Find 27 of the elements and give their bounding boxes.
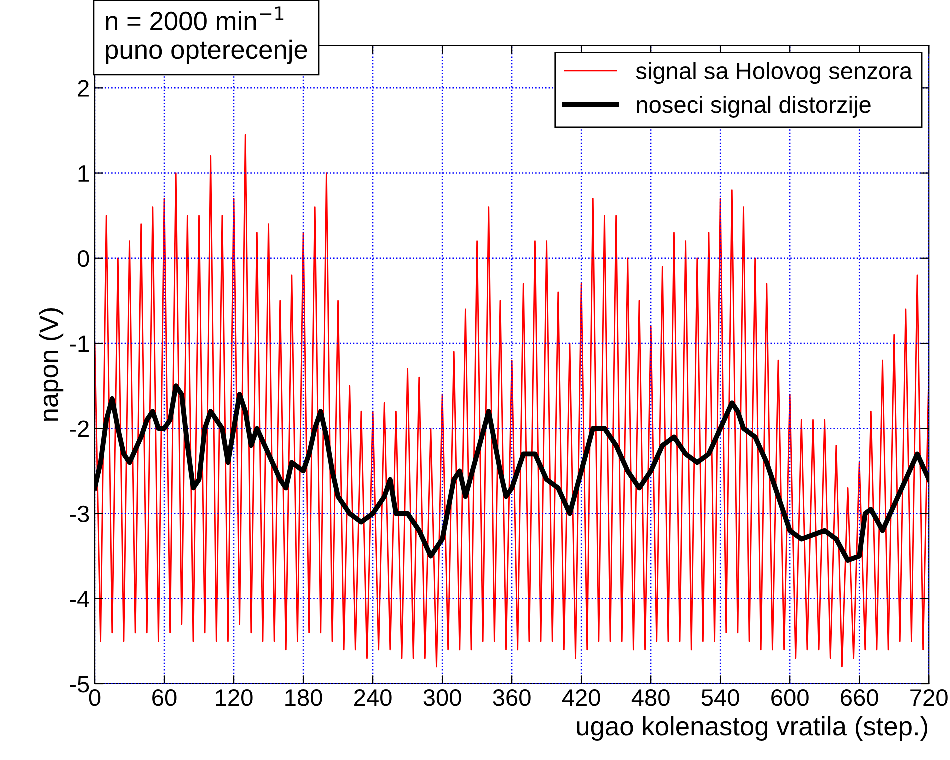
- x-tick-label: 360: [493, 689, 531, 706]
- x-tick-label: 480: [632, 689, 670, 706]
- legend-label: noseci signal distorzije: [637, 96, 871, 118]
- y-tick-label: -1: [70, 336, 89, 352]
- x-tick-label: 300: [424, 689, 462, 706]
- x-tick-label: 600: [772, 689, 809, 706]
- y-tick-label: -4: [70, 591, 90, 608]
- y-tick-label: -5: [70, 676, 90, 693]
- y-axis-title: napon (V): [38, 308, 64, 421]
- y-tick-label: 2: [78, 80, 89, 97]
- y-tick-label: -3: [70, 506, 90, 523]
- x-tick-label: 0: [89, 689, 101, 706]
- x-tick-label: 720: [910, 689, 948, 706]
- x-tick-label: 240: [354, 689, 392, 706]
- legend-label: signal sa Holovog senzora: [636, 62, 913, 84]
- line-series: [95, 134, 930, 668]
- y-tick-label: 0: [78, 250, 90, 268]
- x-axis-title: ugao kolenastog vratila (step.): [577, 716, 928, 742]
- x-tick-label: 660: [841, 689, 878, 706]
- x-tick-label: 60: [152, 689, 177, 706]
- x-tick-label: 420: [562, 689, 600, 706]
- y-tick-label: -2: [70, 420, 89, 438]
- x-tick-label: 540: [702, 689, 740, 706]
- y-tick-label: 1: [78, 166, 89, 182]
- annotation: n = 2000 min$^{−1}$ puno opterecenje: [106, 6, 308, 64]
- x-tick-label: 120: [216, 689, 253, 706]
- x-tick-label: 180: [286, 689, 322, 706]
